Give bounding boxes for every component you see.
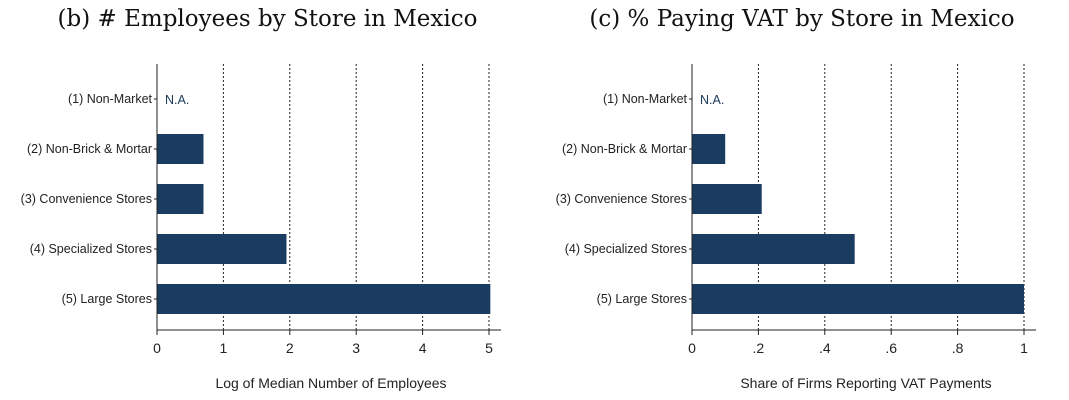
category-label: (4) Specialized Stores	[30, 242, 152, 256]
category-label: (1) Non-Market	[603, 92, 688, 106]
category-label: (2) Non-Brick & Mortar	[562, 142, 687, 156]
x-tick-label: .6	[885, 340, 897, 356]
bar	[692, 134, 726, 164]
chart-title: (b) # Employees by Store in Mexico	[57, 6, 478, 32]
category-label: (5) Large Stores	[62, 292, 152, 306]
x-tick-label: 3	[352, 340, 360, 356]
category-label: (3) Convenience Stores	[556, 192, 687, 206]
category-label: (4) Specialized Stores	[565, 242, 687, 256]
x-tick-label: 0	[688, 340, 696, 356]
bar-value-label: N.A.	[165, 93, 189, 107]
x-tick-label: 0	[153, 340, 161, 356]
x-tick-label: .2	[753, 340, 765, 356]
bar	[157, 134, 204, 164]
chart-panel-vat: (c) % Paying VAT by Store in Mexico N.A.…	[535, 0, 1069, 400]
bar	[692, 184, 762, 214]
x-tick-label: 1	[1020, 340, 1028, 356]
chart-panel-employees: (b) # Employees by Store in Mexico N.A. (…	[21, 6, 501, 391]
bar-value-label: N.A.	[700, 93, 724, 107]
bar	[157, 284, 491, 314]
x-axis-label: Log of Median Number of Employees	[215, 375, 446, 391]
bar	[692, 284, 1024, 314]
bar	[692, 234, 855, 264]
chart-canvas: N.A. (1) Non-Market (2) Non-Brick & Mortar…	[21, 64, 501, 391]
bar	[157, 234, 287, 264]
chart-canvas: N.A. (1) Non-Market (2) Non-Brick & Mortar…	[556, 64, 1036, 391]
category-label: (5) Large Stores	[597, 292, 687, 306]
x-tick-label: .8	[952, 340, 964, 356]
chart-title: (c) % Paying VAT by Store in Mexico	[589, 6, 1015, 32]
x-tick-label: 1	[220, 340, 228, 356]
x-tick-label: 4	[419, 340, 427, 356]
x-axis-label: Share of Firms Reporting VAT Payments	[740, 375, 991, 391]
bar	[157, 184, 204, 214]
x-tick-label: .4	[819, 340, 831, 356]
category-label: (2) Non-Brick & Mortar	[27, 142, 152, 156]
x-tick-label: 5	[485, 340, 493, 356]
category-label: (3) Convenience Stores	[21, 192, 152, 206]
x-tick-label: 2	[286, 340, 294, 356]
category-label: (1) Non-Market	[68, 92, 153, 106]
